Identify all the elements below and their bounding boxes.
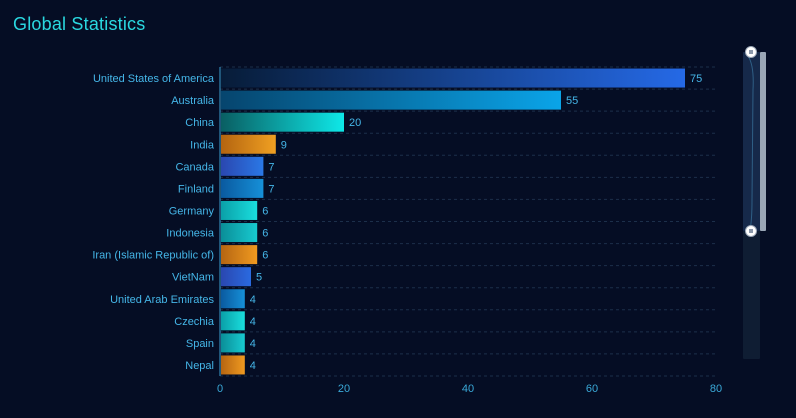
category-label: United States of America <box>93 73 215 85</box>
x-tick-label: 40 <box>462 383 474 395</box>
category-label: India <box>190 139 215 151</box>
bar[interactable] <box>221 355 245 375</box>
bar[interactable] <box>221 90 561 110</box>
grid-lines <box>220 66 716 377</box>
data-zoom-top-handle-grip <box>749 50 753 54</box>
category-label: Australia <box>171 95 215 107</box>
bar[interactable] <box>221 156 264 176</box>
value-label: 7 <box>268 183 274 195</box>
value-label: 55 <box>566 95 578 107</box>
bar[interactable] <box>221 245 258 265</box>
value-label: 6 <box>262 205 268 217</box>
category-label: Spain <box>186 338 214 350</box>
bar[interactable] <box>221 178 264 198</box>
chart-title: Global Statistics <box>13 14 146 34</box>
bar[interactable] <box>221 134 276 154</box>
bar[interactable] <box>221 200 258 220</box>
bar[interactable] <box>221 112 344 132</box>
category-label: Indonesia <box>166 228 215 240</box>
value-label: 9 <box>281 139 287 151</box>
x-tick-label: 80 <box>710 383 722 395</box>
category-label: Germany <box>169 205 215 217</box>
category-label: Iran (Islamic Republic of) <box>92 250 214 262</box>
data-zoom-slider[interactable] <box>743 46 766 360</box>
bar[interactable] <box>221 311 245 331</box>
category-labels: United States of America Australia China In… <box>92 73 215 372</box>
category-label: China <box>185 117 215 129</box>
data-zoom-bottom-handle-grip <box>749 229 753 233</box>
category-label: VietNam <box>172 272 214 284</box>
category-label: Czechia <box>174 316 215 328</box>
value-label: 5 <box>256 272 262 284</box>
bars <box>221 68 685 375</box>
x-axis-ticks: 0 20 40 60 80 <box>217 383 722 395</box>
bar[interactable] <box>221 289 245 309</box>
value-label: 6 <box>262 250 268 262</box>
value-label: 6 <box>262 228 268 240</box>
category-label: Nepal <box>185 360 214 372</box>
bar[interactable] <box>221 333 245 353</box>
bar[interactable] <box>221 267 251 287</box>
x-tick-label: 20 <box>338 383 350 395</box>
data-zoom-handle-bar[interactable] <box>760 52 766 231</box>
data-zoom-preview-shadow <box>747 55 754 231</box>
value-label: 4 <box>250 360 256 372</box>
value-label: 4 <box>250 294 256 306</box>
x-tick-label: 60 <box>586 383 598 395</box>
category-label: United Arab Emirates <box>110 294 214 306</box>
value-label: 4 <box>250 316 256 328</box>
category-label: Canada <box>175 161 214 173</box>
value-label: 20 <box>349 117 361 129</box>
value-label: 7 <box>268 161 274 173</box>
bar[interactable] <box>221 68 685 88</box>
bar[interactable] <box>221 223 258 243</box>
x-tick-label: 0 <box>217 383 223 395</box>
data-zoom-selected-area[interactable] <box>743 52 760 231</box>
value-label: 4 <box>250 338 256 350</box>
category-label: Finland <box>178 183 214 195</box>
value-label: 75 <box>690 73 702 85</box>
